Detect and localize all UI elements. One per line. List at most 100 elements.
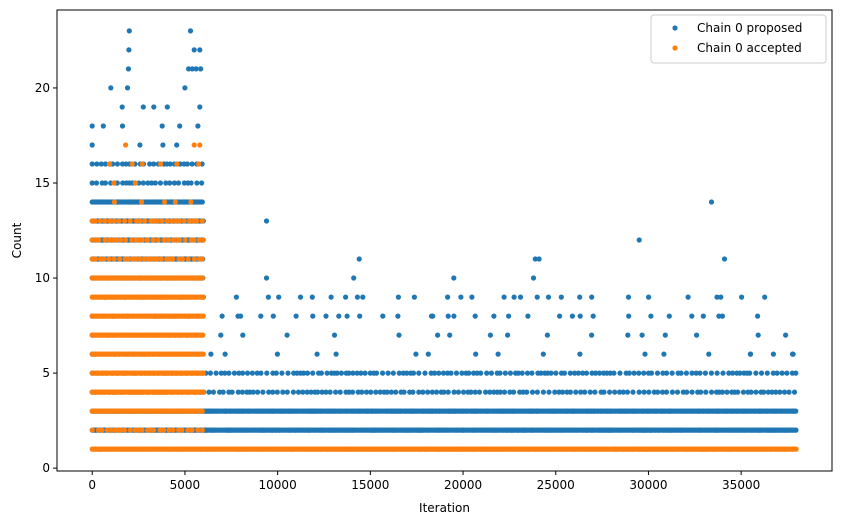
data-point — [218, 332, 224, 338]
data-point — [124, 85, 131, 91]
data-point — [524, 389, 530, 395]
data-point — [358, 370, 364, 376]
data-point — [137, 218, 143, 224]
data-point — [333, 389, 339, 395]
data-point — [108, 427, 114, 433]
data-point — [107, 218, 113, 224]
data-point — [472, 313, 478, 319]
data-point — [108, 85, 114, 91]
data-point — [351, 275, 357, 281]
data-point — [177, 123, 183, 129]
data-point — [152, 180, 158, 186]
data-point — [185, 256, 191, 262]
data-point — [323, 313, 329, 319]
data-point — [185, 427, 191, 433]
data-point — [101, 256, 107, 262]
data-point — [200, 389, 206, 395]
data-point — [310, 370, 316, 376]
data-point — [102, 180, 108, 186]
data-point — [200, 332, 206, 338]
data-point — [575, 370, 582, 376]
data-point — [240, 332, 246, 338]
data-point — [220, 389, 226, 395]
data-point — [422, 370, 428, 376]
data-point — [716, 313, 722, 319]
data-point — [639, 332, 645, 338]
data-point — [129, 237, 135, 243]
data-point — [344, 313, 350, 319]
data-point — [718, 294, 724, 300]
legend-marker-proposed — [672, 25, 678, 31]
data-point — [506, 313, 512, 319]
data-point — [395, 313, 401, 319]
data-point — [111, 180, 117, 186]
data-point — [199, 180, 205, 186]
data-point — [213, 370, 219, 376]
data-point — [301, 370, 307, 376]
data-point — [590, 313, 596, 319]
data-point — [569, 313, 576, 319]
data-point — [580, 370, 586, 376]
data-point — [447, 332, 453, 338]
data-point — [748, 389, 754, 395]
data-point — [200, 294, 206, 300]
data-point — [142, 218, 148, 224]
data-point — [530, 275, 537, 281]
data-point — [118, 237, 124, 243]
data-point — [411, 294, 417, 300]
data-point — [106, 256, 112, 262]
data-point — [556, 389, 562, 395]
data-point — [525, 313, 531, 319]
data-point — [483, 389, 489, 395]
data-point — [714, 294, 720, 300]
data-point — [473, 351, 479, 357]
data-point — [625, 294, 632, 300]
data-point — [538, 370, 544, 376]
data-point — [451, 313, 457, 319]
data-point — [451, 275, 457, 281]
data-point — [708, 370, 715, 376]
x-axis: 0 5000 10000 15000 20000 25000 30000 35000 — [88, 471, 760, 492]
data-point — [136, 237, 142, 243]
data-point — [684, 389, 690, 395]
data-point — [116, 218, 122, 224]
data-point — [714, 370, 720, 376]
data-point — [144, 237, 151, 243]
data-point — [524, 370, 531, 376]
data-point — [497, 389, 503, 395]
x-tick-label: 10000 — [259, 478, 297, 492]
data-point — [89, 161, 95, 167]
data-point — [137, 256, 143, 262]
data-point — [117, 256, 123, 262]
data-point — [770, 351, 777, 357]
data-point — [139, 161, 145, 167]
data-point — [774, 370, 780, 376]
data-point — [611, 370, 617, 376]
data-point — [284, 332, 290, 338]
data-point — [617, 370, 623, 376]
data-point — [160, 142, 166, 148]
data-point — [233, 294, 239, 300]
data-point — [769, 389, 775, 395]
data-point — [99, 427, 105, 433]
data-point — [416, 370, 422, 376]
data-point — [636, 370, 642, 376]
data-point — [167, 161, 173, 167]
data-point — [197, 142, 203, 148]
data-point — [487, 389, 493, 395]
data-point — [157, 427, 163, 433]
legend-marker-accepted — [672, 45, 678, 51]
data-point — [170, 256, 176, 262]
data-point — [380, 370, 386, 376]
data-point — [719, 389, 726, 395]
data-point — [636, 237, 642, 243]
data-point — [636, 389, 642, 395]
data-point — [196, 161, 202, 167]
data-point — [624, 389, 631, 395]
data-point — [791, 389, 798, 395]
data-point — [773, 389, 779, 395]
x-tick-label: 0 — [88, 478, 96, 492]
data-point — [544, 332, 551, 338]
data-point — [229, 389, 235, 395]
data-point — [97, 218, 103, 224]
